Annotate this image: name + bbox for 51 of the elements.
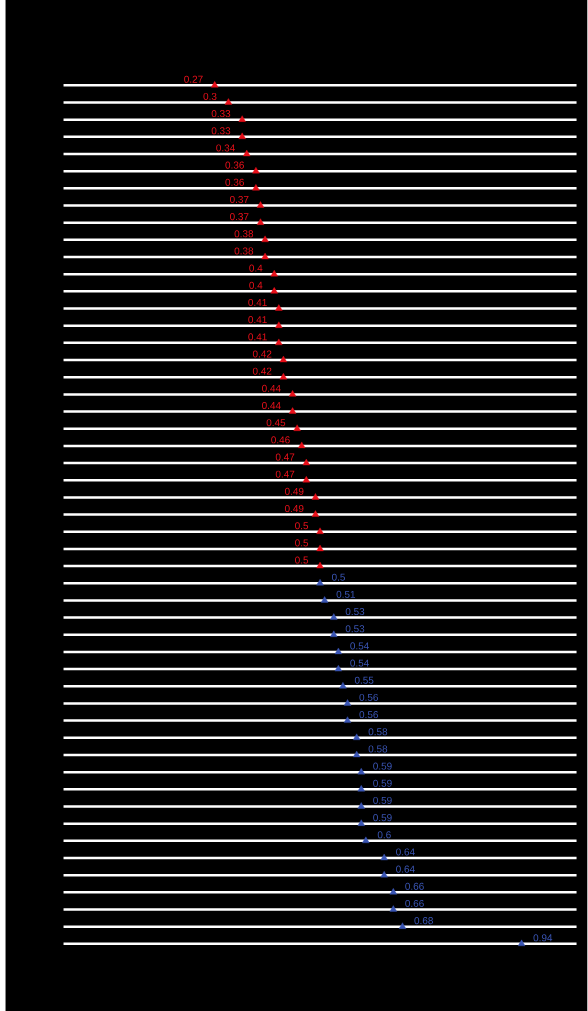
data-label: 0.4 bbox=[249, 281, 263, 289]
data-label: 0.36 bbox=[225, 178, 245, 186]
data-label: 0.55 bbox=[355, 676, 374, 684]
data-label: 0.5 bbox=[295, 539, 309, 547]
data-label: 0.66 bbox=[405, 899, 425, 907]
data-label: 0.47 bbox=[276, 470, 295, 478]
data-label: 0.44 bbox=[262, 401, 281, 410]
data-label: 0.64 bbox=[396, 848, 416, 856]
data-label: 0.54 bbox=[350, 659, 370, 667]
data-label: 0.34 bbox=[216, 144, 236, 152]
data-label: 0.5 bbox=[295, 556, 309, 564]
data-label: 0.44 bbox=[262, 384, 281, 392]
data-label: 0.41 bbox=[248, 298, 268, 306]
data-label: 0.49 bbox=[285, 487, 304, 495]
data-label: 0.47 bbox=[276, 453, 295, 461]
data-label: 0.3 bbox=[203, 92, 217, 100]
data-label: 0.56 bbox=[359, 711, 379, 719]
data-label: 0.6 bbox=[377, 831, 392, 839]
data-label: 0.53 bbox=[345, 625, 365, 633]
data-label: 0.37 bbox=[230, 213, 249, 221]
data-label: 0.59 bbox=[373, 796, 392, 804]
data-label: 0.56 bbox=[359, 693, 379, 701]
data-label: 0.54 bbox=[350, 642, 370, 650]
data-label: 0.66 bbox=[405, 882, 425, 890]
data-label: 0.64 bbox=[396, 865, 416, 873]
data-label: 0.46 bbox=[271, 436, 290, 444]
data-label: 0.4 bbox=[249, 264, 263, 272]
data-label: 0.53 bbox=[345, 608, 365, 616]
data-label: 0.59 bbox=[373, 779, 392, 787]
data-label: 0.58 bbox=[368, 745, 388, 753]
data-label: 0.41 bbox=[248, 333, 268, 341]
data-label: 0.33 bbox=[211, 110, 231, 118]
data-label: 0.42 bbox=[253, 350, 272, 358]
data-label: 0.27 bbox=[184, 75, 203, 83]
data-label: 0.5 bbox=[295, 522, 309, 530]
data-label: 0.59 bbox=[373, 762, 392, 770]
data-label: 0.5 bbox=[332, 573, 346, 581]
data-label: 0.37 bbox=[230, 195, 249, 203]
data-label: 0.58 bbox=[368, 728, 388, 736]
data-label: 0.41 bbox=[248, 316, 268, 324]
data-label: 0.33 bbox=[211, 127, 231, 135]
data-label: 0.59 bbox=[373, 814, 392, 822]
data-label: 0.42 bbox=[253, 367, 272, 375]
data-label: 0.38 bbox=[234, 230, 254, 238]
data-label: 0.94 bbox=[533, 934, 553, 942]
data-label: 0.68 bbox=[414, 917, 434, 925]
data-label: 0.49 bbox=[285, 505, 304, 513]
data-label: 0.45 bbox=[266, 419, 286, 427]
data-label: 0.51 bbox=[336, 590, 356, 598]
data-label: 0.38 bbox=[234, 247, 254, 255]
data-label: 0.36 bbox=[225, 161, 245, 169]
